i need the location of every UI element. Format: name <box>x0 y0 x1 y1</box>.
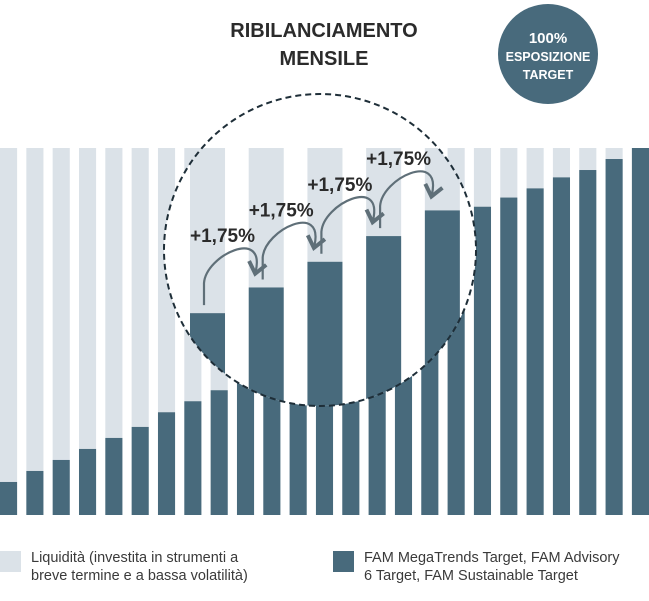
step-label: +1,75% <box>307 175 372 196</box>
bar-funds <box>631 148 649 515</box>
zoom-circle-outline <box>163 93 477 407</box>
bar-chart: +1,75% +1,75% +1,75% +1,75% RIBILANCIAMENTO… <box>0 4 649 516</box>
zoom-highlight: +1,75% +1,75% +1,75% +1,75% <box>163 93 477 407</box>
bar-funds <box>0 481 18 515</box>
legend-label-funds-line-1: FAM MegaTrends Target, FAM Advisory <box>364 550 620 566</box>
bar-funds <box>78 448 97 515</box>
legend-item-liquidity: Liquidità (investita in strumenti a brev… <box>0 549 248 585</box>
bar-funds <box>526 188 544 515</box>
bar-funds <box>236 377 255 516</box>
badge-percent: 100% <box>529 30 567 47</box>
bar-funds <box>26 470 44 515</box>
bar-liquidity <box>605 148 623 160</box>
step-label: +1,75% <box>249 201 314 222</box>
bar-liquidity <box>473 148 492 207</box>
bar-funds <box>157 412 176 515</box>
step-arrow <box>320 196 385 254</box>
step-arrow <box>202 247 268 306</box>
bar-funds <box>131 426 149 515</box>
bar-funds <box>184 401 202 515</box>
step-arrow <box>379 170 444 229</box>
chart-title-line-1: RIBILANCIAMENTO <box>230 20 417 42</box>
bar-liquidity <box>78 148 97 449</box>
bar-liquidity <box>526 148 544 189</box>
legend-label-liquidity-line-2: breve termine e a bassa volatilità) <box>31 568 248 584</box>
bar-liquidity <box>0 148 18 482</box>
step-arrow <box>261 221 327 280</box>
legend-swatch-funds <box>333 551 354 572</box>
bar-funds <box>210 390 228 515</box>
bar-funds <box>552 177 571 516</box>
zoom-bar-funds <box>307 261 343 406</box>
bar-funds <box>473 206 492 515</box>
bar-liquidity <box>500 148 518 198</box>
exposure-badge: 100% ESPOSIZIONE TARGET <box>498 4 598 104</box>
legend-swatch-liquidity <box>0 551 21 572</box>
bar-liquidity <box>552 148 571 178</box>
badge-line-3: TARGET <box>523 68 574 82</box>
zoom-bar-funds <box>366 236 402 406</box>
bar-liquidity <box>26 148 44 471</box>
zoom-bar-liquidity <box>190 148 226 314</box>
step-label: +1,75% <box>366 149 431 170</box>
bar-funds <box>579 170 597 515</box>
badge-circle <box>498 4 598 104</box>
bar-funds <box>500 197 518 516</box>
legend-item-funds: FAM MegaTrends Target, FAM Advisory 6 Ta… <box>333 549 619 585</box>
legend-label-liquidity-line-1: Liquidità (investita in strumenti a <box>31 550 239 566</box>
zoom-bar-funds <box>248 287 284 406</box>
bar-liquidity <box>52 148 70 460</box>
legend-label-funds-line-2: 6 Target, FAM Sustainable Target <box>364 568 578 584</box>
chart-title-line-2: MENSILE <box>280 48 369 70</box>
bar-funds <box>52 459 70 515</box>
bar-liquidity <box>131 148 149 427</box>
bar-liquidity <box>105 148 123 438</box>
step-label: +1,75% <box>190 226 255 247</box>
bar-funds <box>105 437 123 515</box>
badge-line-2: ESPOSIZIONE <box>506 50 591 64</box>
bar-liquidity <box>579 148 597 171</box>
bar-funds <box>605 159 623 515</box>
